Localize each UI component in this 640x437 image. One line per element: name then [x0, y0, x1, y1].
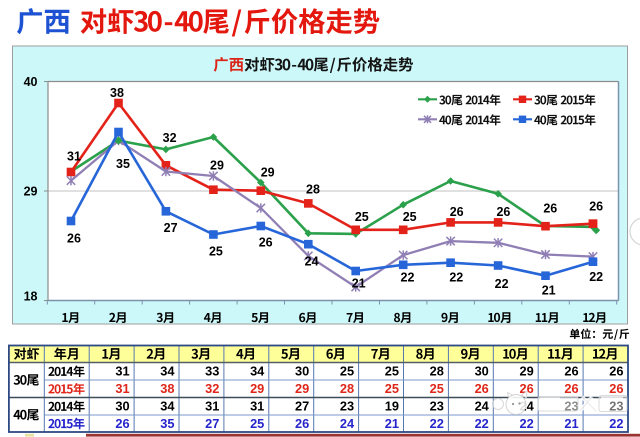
svg-text:26: 26 — [543, 202, 557, 216]
svg-text:30: 30 — [295, 364, 309, 379]
svg-text:32: 32 — [205, 381, 219, 396]
svg-text:19: 19 — [385, 399, 399, 414]
svg-text:26: 26 — [115, 416, 129, 431]
svg-text:22: 22 — [430, 416, 444, 431]
svg-text:31: 31 — [67, 149, 81, 163]
svg-text:31: 31 — [205, 399, 219, 414]
svg-text:25: 25 — [430, 381, 444, 396]
svg-text:27: 27 — [295, 399, 309, 414]
svg-text:25: 25 — [403, 210, 417, 224]
svg-text:26: 26 — [450, 205, 464, 219]
svg-text:25: 25 — [209, 245, 223, 259]
svg-text:34: 34 — [160, 399, 175, 414]
svg-text:21: 21 — [385, 416, 399, 431]
svg-text:31: 31 — [115, 381, 129, 396]
svg-text:22: 22 — [589, 270, 603, 284]
svg-text:22: 22 — [609, 416, 623, 431]
svg-text:22: 22 — [449, 271, 463, 285]
svg-text:18: 18 — [24, 290, 38, 304]
svg-text:26: 26 — [589, 199, 603, 213]
svg-text:29: 29 — [261, 166, 275, 180]
svg-text:24: 24 — [475, 399, 490, 414]
svg-text:40: 40 — [24, 75, 38, 89]
svg-text:26: 26 — [564, 364, 578, 379]
svg-text:29: 29 — [24, 185, 38, 199]
svg-text:31: 31 — [115, 364, 129, 379]
svg-text:21: 21 — [564, 416, 578, 431]
svg-text:33: 33 — [205, 364, 219, 379]
svg-text:26: 26 — [519, 381, 533, 396]
svg-text:28: 28 — [306, 182, 320, 196]
svg-text:23: 23 — [340, 399, 354, 414]
svg-text:23: 23 — [609, 399, 623, 414]
svg-text:22: 22 — [495, 277, 509, 291]
svg-text:26: 26 — [67, 232, 81, 246]
svg-text:23: 23 — [430, 399, 444, 414]
svg-text:35: 35 — [116, 157, 130, 171]
svg-text:35: 35 — [160, 416, 174, 431]
svg-text:29: 29 — [519, 364, 533, 379]
svg-text:24: 24 — [305, 255, 319, 269]
svg-text:25: 25 — [250, 416, 264, 431]
svg-text:26: 26 — [496, 205, 510, 219]
svg-text:26: 26 — [259, 236, 273, 250]
svg-text:29: 29 — [210, 158, 224, 172]
svg-text:38: 38 — [160, 381, 174, 396]
svg-text:22: 22 — [401, 270, 415, 284]
svg-text:34: 34 — [160, 364, 175, 379]
svg-text:34: 34 — [250, 364, 265, 379]
svg-text:21: 21 — [542, 284, 556, 298]
svg-text:21: 21 — [352, 277, 366, 291]
svg-text:25: 25 — [385, 364, 399, 379]
svg-text:32: 32 — [163, 131, 177, 145]
svg-text:31: 31 — [250, 399, 264, 414]
svg-text:30: 30 — [475, 364, 489, 379]
svg-text:27: 27 — [205, 416, 219, 431]
svg-text:26: 26 — [295, 416, 309, 431]
svg-text:29: 29 — [295, 381, 309, 396]
svg-text:24: 24 — [340, 416, 355, 431]
svg-text:25: 25 — [355, 210, 369, 224]
svg-text:22: 22 — [519, 416, 533, 431]
svg-text:28: 28 — [430, 364, 444, 379]
svg-text:26: 26 — [564, 381, 578, 396]
svg-text:26: 26 — [609, 381, 623, 396]
svg-text:25: 25 — [385, 381, 399, 396]
svg-text:26: 26 — [609, 364, 623, 379]
svg-text:27: 27 — [164, 221, 178, 235]
svg-text:30: 30 — [115, 399, 129, 414]
svg-text:38: 38 — [110, 86, 124, 100]
svg-text:25: 25 — [340, 364, 354, 379]
svg-text:26: 26 — [475, 381, 489, 396]
svg-text:22: 22 — [475, 416, 489, 431]
svg-text:28: 28 — [340, 381, 354, 396]
svg-text:29: 29 — [250, 381, 264, 396]
